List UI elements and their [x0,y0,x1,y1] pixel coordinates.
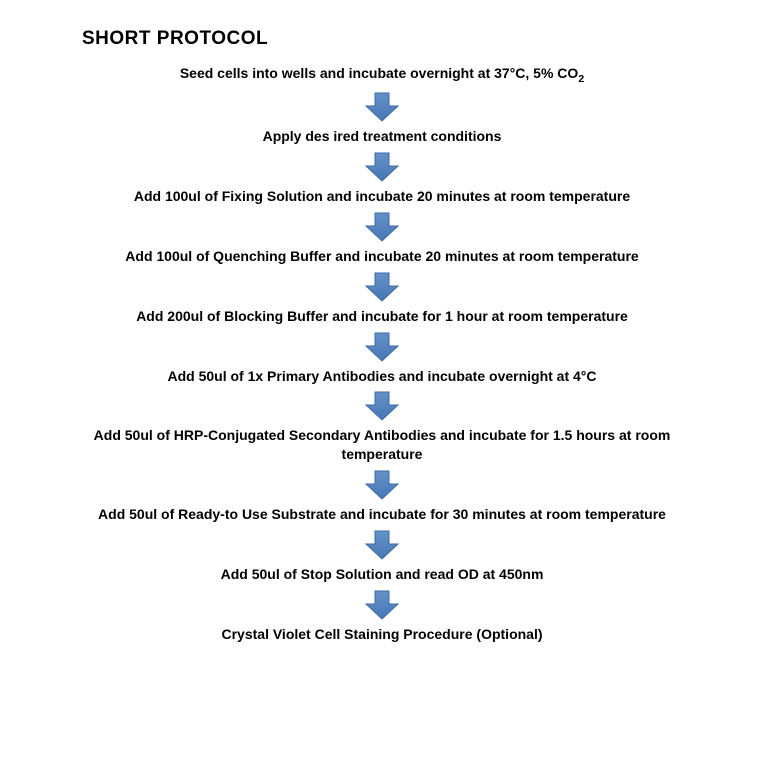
flow-arrow [365,92,399,122]
flow-arrow [365,530,399,560]
flow-arrow [365,332,399,362]
protocol-step: Add 50ul of 1x Primary Antibodies and in… [147,367,616,386]
protocol-step: Apply des ired treatment conditions [243,127,522,146]
down-arrow-icon [365,212,399,242]
protocol-step: Add 200ul of Blocking Buffer and incubat… [116,307,648,326]
protocol-step: Add 50ul of Stop Solution and read OD at… [201,565,564,584]
down-arrow-icon [365,391,399,421]
down-arrow-icon [365,332,399,362]
flow-arrow [365,590,399,620]
down-arrow-icon [365,590,399,620]
down-arrow-icon [365,470,399,500]
page-title: SHORT PROTOCOL [82,28,764,50]
protocol-flow: Seed cells into wells and incubate overn… [0,64,764,644]
flow-arrow [365,212,399,242]
protocol-step: Add 100ul of Fixing Solution and incubat… [114,187,650,206]
protocol-step: Seed cells into wells and incubate overn… [160,64,604,86]
flow-arrow [365,272,399,302]
flow-arrow [365,391,399,421]
down-arrow-icon [365,272,399,302]
down-arrow-icon [365,152,399,182]
protocol-page: SHORT PROTOCOL Seed cells into wells and… [0,0,764,644]
protocol-step: Add 50ul of HRP-Conjugated Secondary Ant… [62,426,702,464]
flow-arrow [365,152,399,182]
down-arrow-icon [365,530,399,560]
protocol-step: Add 100ul of Quenching Buffer and incuba… [105,247,658,266]
down-arrow-icon [365,92,399,122]
protocol-step: Add 50ul of Ready-to Use Substrate and i… [78,505,686,524]
protocol-step: Crystal Violet Cell Staining Procedure (… [201,625,562,644]
flow-arrow [365,470,399,500]
